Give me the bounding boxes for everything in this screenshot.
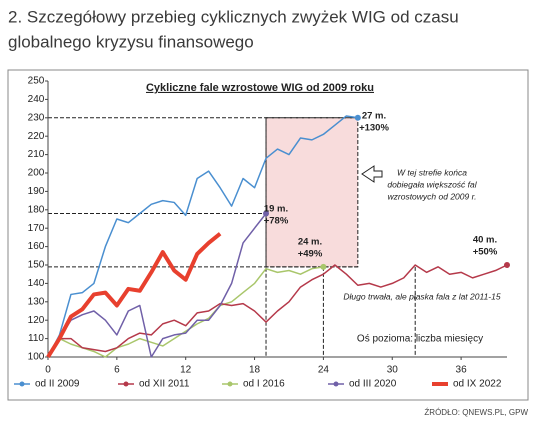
legend-marker	[227, 381, 233, 387]
annotation: 24 m.	[298, 237, 322, 248]
y-tick-label: 100	[28, 352, 45, 363]
legend-label: od I 2016	[243, 379, 285, 390]
legend-label: od IX 2022	[453, 379, 502, 390]
x-tick-label: 18	[249, 365, 261, 376]
y-tick-label: 190	[28, 186, 45, 197]
series-line	[47, 115, 358, 358]
annotation: 27 m.	[362, 111, 386, 122]
series-line	[47, 264, 508, 358]
legend-marker	[19, 381, 25, 387]
chart-title: globalnego kryzysu finansowego	[8, 32, 254, 51]
series-line	[46, 232, 222, 359]
series-line	[47, 213, 267, 358]
source: ŹRÓDŁO: QNEWS.PL, GPW	[424, 408, 528, 417]
x-tick-label: 30	[387, 365, 399, 376]
annotation: dobiegała większość fal	[387, 179, 477, 189]
y-tick-label: 200	[28, 168, 45, 179]
y-tick-label: 210	[28, 149, 45, 160]
annotation: 19 m.	[264, 204, 288, 215]
chart-title: 2. Szczegółowy przebieg cyklicznych zwyż…	[8, 7, 459, 26]
annotation: +49%	[298, 249, 323, 260]
legend-label: od III 2020	[349, 379, 397, 390]
annotation: wzrostowych od 2009 r.	[388, 191, 477, 201]
end-marker	[504, 262, 510, 268]
subtitle: Cykliczne fale wzrostowe WIG od 2009 rok…	[146, 82, 374, 94]
end-marker	[354, 114, 361, 121]
y-tick-label: 250	[28, 76, 45, 87]
annotation: W tej strefie końca	[397, 167, 467, 177]
y-tick-label: 240	[28, 94, 45, 105]
legend-marker	[333, 381, 339, 387]
arrow	[361, 165, 383, 183]
end-zone	[265, 117, 359, 268]
y-tick-label: 150	[28, 260, 45, 271]
y-tick-label: 160	[28, 241, 45, 252]
x-tick-label: 6	[114, 365, 120, 376]
x-tick-label: 36	[456, 365, 468, 376]
y-tick-label: 230	[28, 112, 45, 123]
x-tick-label: 0	[45, 365, 51, 376]
end-marker	[320, 263, 327, 270]
annotation: Długo trwała, ale płaska fala z lat 2011…	[343, 291, 500, 301]
legend-label: od XII 2011	[139, 379, 190, 390]
y-tick-label: 110	[28, 333, 44, 344]
end-marker	[263, 210, 270, 217]
y-tick-label: 220	[28, 131, 45, 142]
chart-frame	[7, 69, 529, 401]
y-tick-label: 140	[28, 278, 45, 289]
annotation: 40 m.	[473, 235, 497, 246]
annotation: Oś pozioma: liczba miesięcy	[357, 334, 483, 345]
annotation: +78%	[264, 216, 289, 227]
x-tick-label: 12	[180, 365, 192, 376]
legend-marker	[123, 381, 129, 387]
annotation: +50%	[473, 247, 498, 258]
annotation: +130%	[359, 123, 389, 134]
series-line	[47, 266, 324, 358]
y-tick-label: 120	[28, 315, 45, 326]
y-tick-label: 170	[28, 223, 45, 234]
legend-label: od II 2009	[35, 379, 80, 390]
y-tick-label: 180	[28, 204, 45, 215]
x-tick-label: 24	[318, 365, 330, 376]
y-tick-label: 130	[28, 296, 45, 307]
